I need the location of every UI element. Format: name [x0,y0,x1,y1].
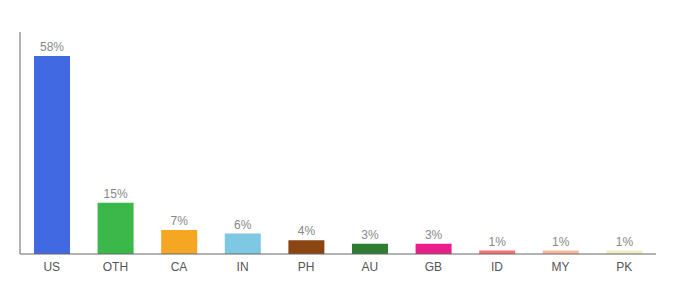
svg-text:IN: IN [237,260,249,274]
svg-text:PH: PH [298,260,315,274]
svg-text:1%: 1% [489,235,507,249]
svg-text:1%: 1% [552,235,570,249]
svg-text:PK: PK [616,260,632,274]
svg-text:15%: 15% [104,187,128,201]
svg-text:6%: 6% [234,218,252,232]
svg-text:1%: 1% [616,235,634,249]
svg-text:3%: 3% [361,228,379,242]
svg-text:58%: 58% [40,40,64,54]
svg-text:AU: AU [361,260,378,274]
svg-text:CA: CA [171,260,188,274]
svg-text:ID: ID [491,260,503,274]
svg-text:US: US [43,260,60,274]
svg-text:GB: GB [425,260,442,274]
svg-text:4%: 4% [298,224,316,238]
svg-text:7%: 7% [171,214,189,228]
svg-text:MY: MY [552,260,570,274]
svg-text:3%: 3% [425,228,443,242]
svg-text:OTH: OTH [103,260,128,274]
